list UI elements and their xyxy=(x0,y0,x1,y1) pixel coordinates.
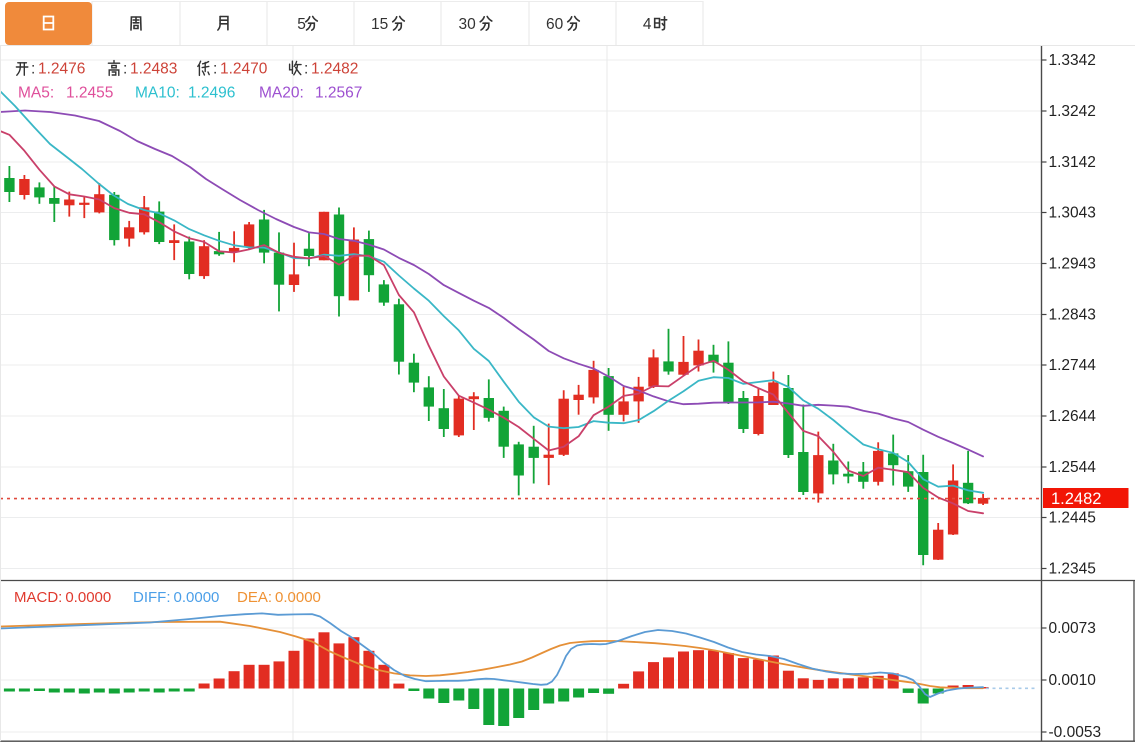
svg-text:MA5: 1.2455: MA5: 1.2455 xyxy=(18,85,113,102)
svg-text:30: 30 xyxy=(459,16,477,33)
svg-text:1.2482: 1.2482 xyxy=(1051,490,1101,508)
svg-text::: : xyxy=(31,61,35,78)
svg-text:4: 4 xyxy=(643,16,652,33)
svg-text:1.3043: 1.3043 xyxy=(1049,205,1096,222)
svg-text:60: 60 xyxy=(546,16,564,33)
svg-text:DEA:0.0000: DEA: 0.0000 xyxy=(237,589,321,606)
svg-text:1.2483: 1.2483 xyxy=(130,61,177,78)
svg-text:1.2744: 1.2744 xyxy=(1049,357,1097,374)
svg-text:1.2482: 1.2482 xyxy=(311,61,358,78)
svg-text:1.2943: 1.2943 xyxy=(1049,256,1096,273)
svg-text::: : xyxy=(123,61,127,78)
svg-text:1.2644: 1.2644 xyxy=(1049,408,1097,425)
svg-text:0.0073: 0.0073 xyxy=(1049,620,1096,637)
svg-text:5: 5 xyxy=(297,16,306,33)
svg-text:1.2470: 1.2470 xyxy=(220,61,268,78)
svg-text:1.2544: 1.2544 xyxy=(1049,459,1097,476)
svg-text:1.2445: 1.2445 xyxy=(1049,510,1096,527)
svg-text:-0.0053: -0.0053 xyxy=(1049,724,1102,741)
svg-text:MA20: 1.2567: MA20: 1.2567 xyxy=(259,85,362,102)
svg-text:1.2345: 1.2345 xyxy=(1049,561,1096,578)
svg-text:1.3242: 1.3242 xyxy=(1049,103,1096,120)
svg-text:MACD:0.0000: MACD: 0.0000 xyxy=(14,589,111,606)
svg-text:15: 15 xyxy=(371,16,388,33)
svg-text:0.0010: 0.0010 xyxy=(1049,672,1097,689)
svg-text:1.2843: 1.2843 xyxy=(1049,307,1096,324)
svg-text:1.3342: 1.3342 xyxy=(1049,52,1096,69)
svg-text::: : xyxy=(304,61,308,78)
svg-text:DIFF:0.0000: DIFF: 0.0000 xyxy=(133,589,219,606)
svg-text::: : xyxy=(213,61,217,78)
svg-text:1.3142: 1.3142 xyxy=(1049,154,1096,171)
svg-text:MA10: 1.2496: MA10: 1.2496 xyxy=(135,85,235,102)
svg-text:1.2476: 1.2476 xyxy=(38,61,85,78)
